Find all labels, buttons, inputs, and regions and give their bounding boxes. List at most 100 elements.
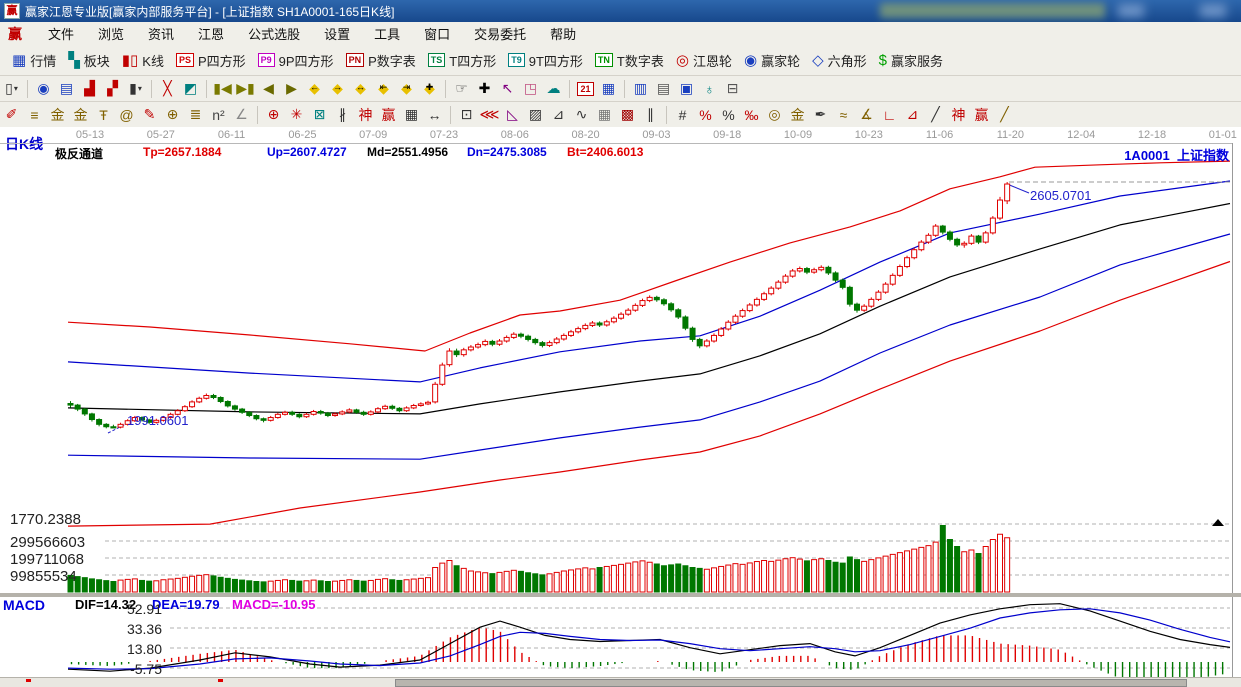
mini-chart3-icon[interactable]: ▟: [78, 78, 101, 99]
percent-drop-tool[interactable]: %: [694, 104, 717, 125]
color-flag-icon[interactable]: ◩: [179, 78, 202, 99]
gold-square-tool[interactable]: 金: [46, 104, 69, 125]
kline-button[interactable]: ▮▯ K线: [122, 51, 164, 70]
menu-item-资讯[interactable]: 资讯: [148, 27, 175, 42]
prev-bar-icon[interactable]: ◀: [257, 78, 280, 99]
speed-line-tool[interactable]: ╱: [924, 104, 947, 125]
period-day-selector[interactable]: ▯ ▾: [0, 78, 23, 99]
gold-angle-tool[interactable]: ∡: [855, 104, 878, 125]
band-tool[interactable]: ≈: [832, 104, 855, 125]
menu-item-公式选股[interactable]: 公式选股: [248, 27, 301, 42]
gold-square2-tool[interactable]: 金: [69, 104, 92, 125]
dense-grid-tool[interactable]: ▦: [593, 104, 616, 125]
t-table-button[interactable]: TN T数字表: [594, 51, 664, 70]
minimize-button[interactable]: [1118, 4, 1144, 17]
box-tool[interactable]: ⊡: [455, 104, 478, 125]
j-angle-tool[interactable]: ∟: [878, 104, 901, 125]
scrollbar-thumb[interactable]: [395, 679, 1187, 687]
mini-chart9-icon[interactable]: ▞: [101, 78, 124, 99]
zoom-h-diamond[interactable]: ◆ ↔: [349, 78, 372, 99]
number-grid-tool[interactable]: ▦: [400, 104, 423, 125]
win-grid-tool[interactable]: 赢: [377, 104, 400, 125]
permille-tool[interactable]: ‰: [740, 104, 763, 125]
parallel-lines-tool[interactable]: ∥: [639, 104, 662, 125]
menu-item-帮助[interactable]: 帮助: [550, 27, 577, 42]
p-table-button[interactable]: PN P数字表: [345, 51, 416, 70]
calendar-icon[interactable]: 21: [574, 78, 597, 99]
app-icon[interactable]: 赢: [4, 3, 20, 19]
percent-tool[interactable]: %: [717, 104, 740, 125]
menu-item-文件[interactable]: 文件: [48, 27, 75, 42]
menu-item-江恩[interactable]: 江恩: [198, 27, 225, 42]
winner-wheel-button[interactable]: ◉ 赢家轮: [744, 51, 800, 70]
cloud-icon[interactable]: ☁: [542, 78, 565, 99]
f-angle-tool[interactable]: ⊿: [901, 104, 924, 125]
angle-mirror-tool[interactable]: ∠: [230, 104, 253, 125]
pan-right-diamond[interactable]: ◆ →: [326, 78, 349, 99]
gold-level-tool[interactable]: 金: [786, 104, 809, 125]
f-grid-tool[interactable]: Ŧ: [92, 104, 115, 125]
save-icon[interactable]: ▣: [675, 78, 698, 99]
first-bar-icon[interactable]: ▮◀: [211, 78, 234, 99]
si-line-tool[interactable]: ╱: [993, 104, 1016, 125]
gann-cross-icon[interactable]: ╳: [156, 78, 179, 99]
last-bar-icon[interactable]: ▶▮: [234, 78, 257, 99]
calculator-icon[interactable]: ▦: [597, 78, 620, 99]
p-square-button[interactable]: PS P四方形: [175, 51, 246, 70]
compass-pencil-tool[interactable]: ✎: [138, 104, 161, 125]
trend-angle-tool[interactable]: ⊿: [547, 104, 570, 125]
pan-left-diamond[interactable]: ◆ ←: [303, 78, 326, 99]
main-chart-canvas[interactable]: [0, 127, 1241, 687]
9p-square-button[interactable]: P9 9P四方形: [257, 51, 334, 70]
close-button[interactable]: [1200, 4, 1226, 17]
pointer-icon[interactable]: ↖: [496, 78, 519, 99]
shade-grid-tool[interactable]: ▨: [524, 104, 547, 125]
note-icon[interactable]: ▤: [652, 78, 675, 99]
pane-separator[interactable]: [0, 593, 1241, 597]
dense-grid2-tool[interactable]: ▩: [616, 104, 639, 125]
9t-square-button[interactable]: T9 9T四方形: [508, 51, 583, 70]
paint-icon[interactable]: ◳: [519, 78, 542, 99]
menu-item-窗口[interactable]: 窗口: [424, 27, 451, 42]
shen-grid-tool[interactable]: 神: [354, 104, 377, 125]
data-table-icon[interactable]: ▥: [629, 78, 652, 99]
doc-icon[interactable]: ▤: [55, 78, 78, 99]
horizontal-scrollbar[interactable]: [0, 678, 1241, 687]
time-ruler-tool[interactable]: ≣: [184, 104, 207, 125]
spiral-tool[interactable]: @: [115, 104, 138, 125]
gann-circle-tool[interactable]: ⊕: [161, 104, 184, 125]
web-icon[interactable]: ◉: [32, 78, 55, 99]
crosshair-icon[interactable]: ✚: [473, 78, 496, 99]
menu-item-工具[interactable]: 工具: [374, 27, 401, 42]
menu-item-浏览[interactable]: 浏览: [98, 27, 125, 42]
pencil-tool[interactable]: ✐: [0, 104, 23, 125]
quotes-button[interactable]: ▦ 行情: [12, 51, 56, 70]
fit-all-diamond[interactable]: ◆ ✚: [418, 78, 441, 99]
gann-ruler-tool[interactable]: ≡: [23, 104, 46, 125]
menu-item-设置[interactable]: 设置: [324, 27, 351, 42]
k-notch-tool[interactable]: ∦: [331, 104, 354, 125]
sectors-button[interactable]: ▚ 板块: [68, 51, 110, 70]
hexagon-button[interactable]: ◇ 六角形: [812, 51, 867, 70]
shen-line-tool[interactable]: 神: [947, 104, 970, 125]
n-square-tool[interactable]: n²: [207, 104, 230, 125]
next-bar-icon[interactable]: ▶: [280, 78, 303, 99]
fan-lines-tool[interactable]: ⋘: [478, 104, 501, 125]
winner-service-button[interactable]: $ 赢家服务: [879, 51, 943, 70]
win-line-tool[interactable]: 赢: [970, 104, 993, 125]
t-square-button[interactable]: TS T四方形: [427, 51, 496, 70]
ink-pen-tool[interactable]: ✒: [809, 104, 832, 125]
scale-tool[interactable]: #: [671, 104, 694, 125]
menu-item-交易委托[interactable]: 交易委托: [474, 27, 527, 42]
hand-icon[interactable]: ☞: [450, 78, 473, 99]
width-measure-tool[interactable]: ↔: [423, 104, 446, 125]
candle-style-selector[interactable]: ▮ ▾: [124, 78, 147, 99]
fan-box-tool[interactable]: ◺: [501, 104, 524, 125]
print-icon[interactable]: ⊟: [721, 78, 744, 99]
world-icon[interactable]: ♁: [698, 78, 721, 99]
zigzag-tool[interactable]: ∿: [570, 104, 593, 125]
star-grid-tool[interactable]: ✳: [285, 104, 308, 125]
expand-diamond[interactable]: ◆ ⇥: [395, 78, 418, 99]
web-grid-tool[interactable]: ⊠: [308, 104, 331, 125]
target-circle-tool[interactable]: ⊕: [262, 104, 285, 125]
